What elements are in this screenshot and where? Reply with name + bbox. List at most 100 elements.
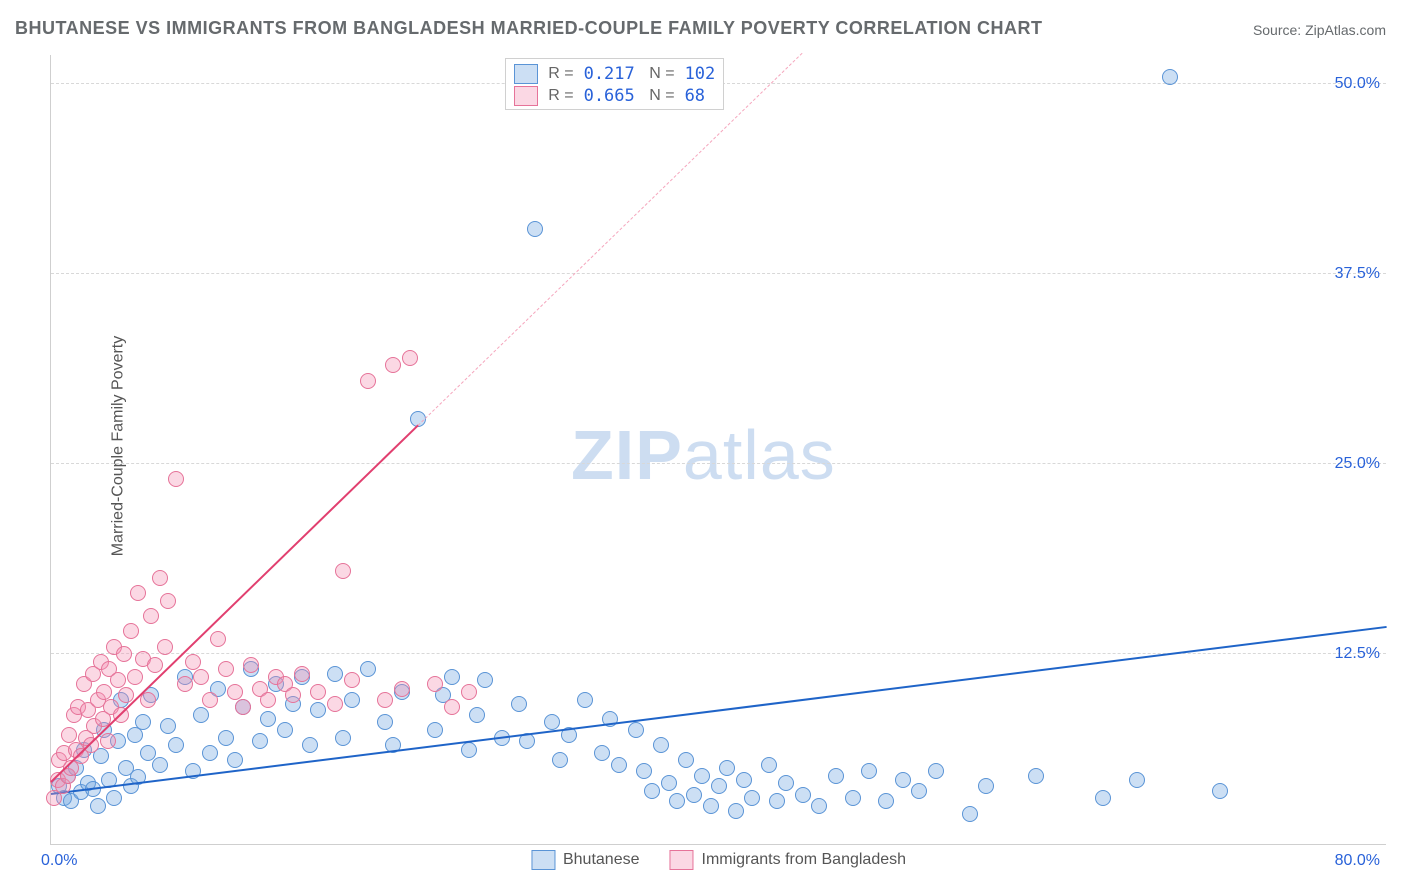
- data-point-blue: [769, 793, 785, 809]
- data-point-blue: [202, 745, 218, 761]
- data-point-blue: [928, 763, 944, 779]
- data-point-blue: [962, 806, 978, 822]
- chart-container: BHUTANESE VS IMMIGRANTS FROM BANGLADESH …: [0, 0, 1406, 892]
- data-point-blue: [711, 778, 727, 794]
- data-point-blue: [669, 793, 685, 809]
- data-point-pink: [243, 657, 259, 673]
- legend-n-value: 68: [685, 86, 705, 106]
- data-point-pink: [185, 654, 201, 670]
- data-point-blue: [811, 798, 827, 814]
- data-point-blue: [106, 790, 122, 806]
- data-point-blue: [911, 783, 927, 799]
- data-point-pink: [168, 471, 184, 487]
- data-point-blue: [327, 666, 343, 682]
- data-point-blue: [728, 803, 744, 819]
- data-point-pink: [193, 669, 209, 685]
- data-point-blue: [744, 790, 760, 806]
- data-point-blue: [168, 737, 184, 753]
- data-point-blue: [636, 763, 652, 779]
- legend-n-value: 102: [685, 64, 716, 84]
- data-point-blue: [861, 763, 877, 779]
- data-point-pink: [218, 661, 234, 677]
- data-point-blue: [218, 730, 234, 746]
- legend-n-label: N =: [645, 87, 675, 105]
- legend-bottom: BhutaneseImmigrants from Bangladesh: [531, 850, 906, 870]
- data-point-blue: [469, 707, 485, 723]
- data-point-blue: [653, 737, 669, 753]
- chart-title: BHUTANESE VS IMMIGRANTS FROM BANGLADESH …: [15, 18, 1043, 39]
- data-point-blue: [544, 714, 560, 730]
- data-point-blue: [1028, 768, 1044, 784]
- data-point-pink: [402, 350, 418, 366]
- data-point-pink: [235, 699, 251, 715]
- data-point-pink: [335, 563, 351, 579]
- data-point-pink: [177, 676, 193, 692]
- data-point-pink: [152, 570, 168, 586]
- data-point-blue: [160, 718, 176, 734]
- data-point-pink: [310, 684, 326, 700]
- x-tick-label: 80.0%: [1335, 852, 1380, 870]
- data-point-blue: [527, 221, 543, 237]
- data-point-blue: [594, 745, 610, 761]
- data-point-blue: [511, 696, 527, 712]
- legend-swatch: [514, 64, 538, 84]
- data-point-blue: [644, 783, 660, 799]
- data-point-pink: [160, 593, 176, 609]
- data-point-pink: [260, 692, 276, 708]
- data-point-blue: [1095, 790, 1111, 806]
- legend-r-value: 0.217: [584, 64, 635, 84]
- data-point-pink: [96, 684, 112, 700]
- data-point-pink: [394, 681, 410, 697]
- data-point-pink: [344, 672, 360, 688]
- data-point-blue: [845, 790, 861, 806]
- y-tick-label: 12.5%: [1335, 645, 1380, 663]
- data-point-blue: [427, 722, 443, 738]
- legend-r-value: 0.665: [584, 86, 635, 106]
- y-tick-label: 25.0%: [1335, 455, 1380, 473]
- data-point-blue: [703, 798, 719, 814]
- data-point-pink: [61, 727, 77, 743]
- data-point-blue: [895, 772, 911, 788]
- data-point-blue: [477, 672, 493, 688]
- data-point-pink: [294, 666, 310, 682]
- data-point-pink: [202, 692, 218, 708]
- gridline: [51, 273, 1386, 274]
- data-point-pink: [210, 631, 226, 647]
- data-point-pink: [110, 672, 126, 688]
- data-point-blue: [694, 768, 710, 784]
- data-point-pink: [143, 608, 159, 624]
- data-point-pink: [427, 676, 443, 692]
- data-point-blue: [719, 760, 735, 776]
- watermark: ZIPatlas: [571, 415, 836, 495]
- y-tick-label: 37.5%: [1335, 265, 1380, 283]
- data-point-blue: [135, 714, 151, 730]
- plot-area: ZIPatlas 12.5%25.0%37.5%50.0%0.0%80.0%R …: [50, 55, 1386, 845]
- legend-n-label: N =: [645, 65, 675, 83]
- data-point-pink: [327, 696, 343, 712]
- legend-label: Bhutanese: [563, 851, 640, 869]
- data-point-blue: [227, 752, 243, 768]
- data-point-pink: [127, 669, 143, 685]
- data-point-blue: [552, 752, 568, 768]
- data-point-pink: [147, 657, 163, 673]
- data-point-pink: [285, 687, 301, 703]
- data-point-blue: [461, 742, 477, 758]
- gridline: [51, 463, 1386, 464]
- data-point-blue: [577, 692, 593, 708]
- data-point-blue: [344, 692, 360, 708]
- data-point-pink: [157, 639, 173, 655]
- data-point-blue: [878, 793, 894, 809]
- data-point-blue: [678, 752, 694, 768]
- legend-swatch: [669, 850, 693, 870]
- y-tick-label: 50.0%: [1335, 75, 1380, 93]
- data-point-pink: [385, 357, 401, 373]
- trend-line: [50, 425, 419, 783]
- data-point-blue: [277, 722, 293, 738]
- legend-top: R =0.217 N =102R =0.665 N = 68: [505, 58, 724, 110]
- data-point-pink: [227, 684, 243, 700]
- legend-swatch: [531, 850, 555, 870]
- data-point-blue: [260, 711, 276, 727]
- data-point-blue: [335, 730, 351, 746]
- data-point-blue: [377, 714, 393, 730]
- data-point-blue: [761, 757, 777, 773]
